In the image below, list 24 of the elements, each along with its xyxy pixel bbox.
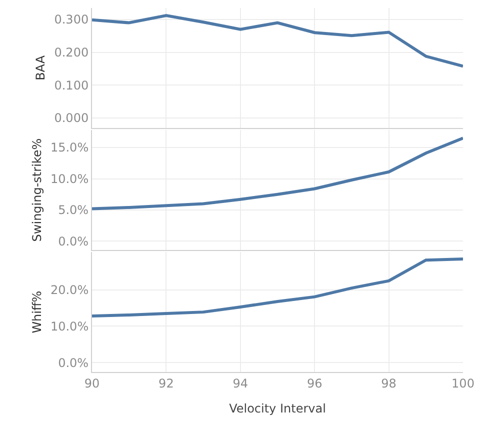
y-tick-label: 0.0%: [58, 234, 89, 248]
line-series: [92, 136, 463, 210]
x-tick-label: 92: [158, 376, 174, 390]
y-tick-label: 10.0%: [50, 172, 89, 186]
y-tick-label: 10.0%: [50, 319, 89, 334]
y-axis-title: Swinging-strike%: [30, 138, 44, 242]
y-tick-label: 15.0%: [50, 140, 89, 155]
x-axis-title: Velocity Interval: [229, 401, 326, 416]
line-series: [92, 14, 463, 68]
y-tick-label: 0.300: [54, 12, 89, 27]
x-tick-label: 90: [84, 376, 100, 390]
line-series: [92, 258, 463, 318]
y-tick-label: 0.000: [54, 111, 89, 126]
y-axis-title: BAA: [34, 54, 48, 80]
x-tick-label: 94: [232, 376, 248, 390]
y-axis-title: Whiff%: [30, 290, 44, 334]
x-tick-label: 98: [381, 376, 396, 390]
y-tick-label: 5.0%: [58, 203, 89, 218]
y-tick-label: 20.0%: [50, 283, 89, 298]
x-tick-label: 96: [306, 376, 322, 390]
y-tick-label: 0.100: [54, 78, 89, 92]
y-tick-label: 0.0%: [58, 356, 89, 370]
y-tick-label: 0.200: [54, 46, 89, 60]
x-tick-label: 100: [452, 376, 474, 390]
